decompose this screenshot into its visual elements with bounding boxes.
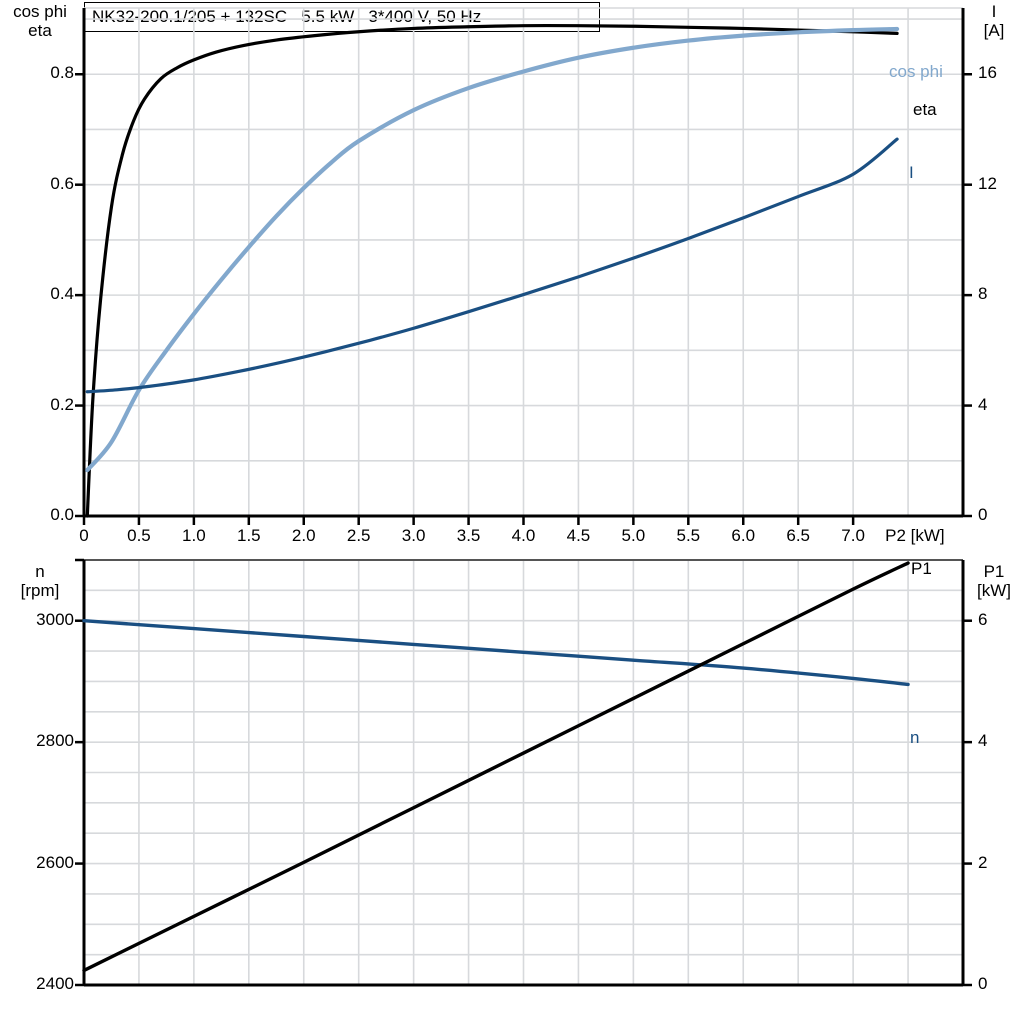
chart-title-box: NK32-200.1/205 + 132SC 5.5 kW 3*400 V, 5… xyxy=(84,2,600,32)
bottom-left-tick-2600: 2600 xyxy=(36,852,74,872)
top-right-axis-label: I [A] xyxy=(983,2,1005,41)
bottom-left-tick-2800: 2800 xyxy=(36,731,74,751)
top-left-tick-0.8: 0.8 xyxy=(50,63,74,83)
top-x-tick-5: 5.0 xyxy=(621,526,646,545)
bottom-left-axis-label: n [rpm] xyxy=(20,562,60,601)
bottom-right-axis-label: P1 [kW] xyxy=(977,562,1011,601)
top-left-tick-0.6: 0.6 xyxy=(50,173,74,193)
top-x-tick-0.5: 0.5 xyxy=(127,526,151,545)
top-right-tick-0: 0 xyxy=(978,505,988,524)
bottom-left-tick-3000: 3000 xyxy=(36,609,74,629)
top-x-tick-3.5: 3.5 xyxy=(456,526,481,545)
top-x-tick-2.5: 2.5 xyxy=(346,526,371,545)
bottom-plot-group xyxy=(75,558,972,987)
top-right-tick-4: 4 xyxy=(978,394,988,414)
top-x-tick-4: 4.0 xyxy=(511,526,536,545)
curve-label-current: I xyxy=(909,163,914,182)
top-x-tick-3: 3.0 xyxy=(401,526,426,545)
curve-label-cos-phi: cos phi xyxy=(889,62,943,81)
top-x-tick-5.5: 5.5 xyxy=(676,526,701,545)
curve-label-p1: P1 xyxy=(911,559,932,578)
curve-label-eta: eta xyxy=(913,100,937,119)
top-right-tick-12: 12 xyxy=(978,173,997,193)
bottom-left-tick-2400: 2400 xyxy=(36,974,74,993)
top-x-tick-6.5: 6.5 xyxy=(786,526,810,545)
bottom-right-tick-2: 2 xyxy=(978,852,988,872)
top-left-tick-0: 0.0 xyxy=(50,505,74,524)
top-x-tick-2: 2.0 xyxy=(291,526,316,545)
top-x-tick-6: 6.0 xyxy=(731,526,756,545)
top-right-tick-16: 16 xyxy=(978,63,997,83)
top-x-tick-7: 7.0 xyxy=(841,526,865,545)
top-x-tick-4.5: 4.5 xyxy=(566,526,591,545)
top-right-tick-8: 8 xyxy=(978,284,988,304)
top-left-axis-label: cos phi eta xyxy=(13,2,67,41)
bottom-right-tick-6: 6 xyxy=(978,609,988,629)
top-x-tick-0: 0 xyxy=(79,526,89,545)
bottom-right-tick-4: 4 xyxy=(978,731,988,751)
top-left-tick-0.4: 0.4 xyxy=(50,284,74,304)
top-x-tick-1: 1.0 xyxy=(182,526,206,545)
top-x-axis-title: P2 [kW] xyxy=(885,526,945,545)
bottom-right-tick-0: 0 xyxy=(978,974,988,993)
top-x-tick-1.5: 1.5 xyxy=(236,526,261,545)
top-plot-group xyxy=(75,7,972,525)
curve-label-speed: n xyxy=(910,728,920,747)
top-left-tick-0.2: 0.2 xyxy=(50,394,74,414)
